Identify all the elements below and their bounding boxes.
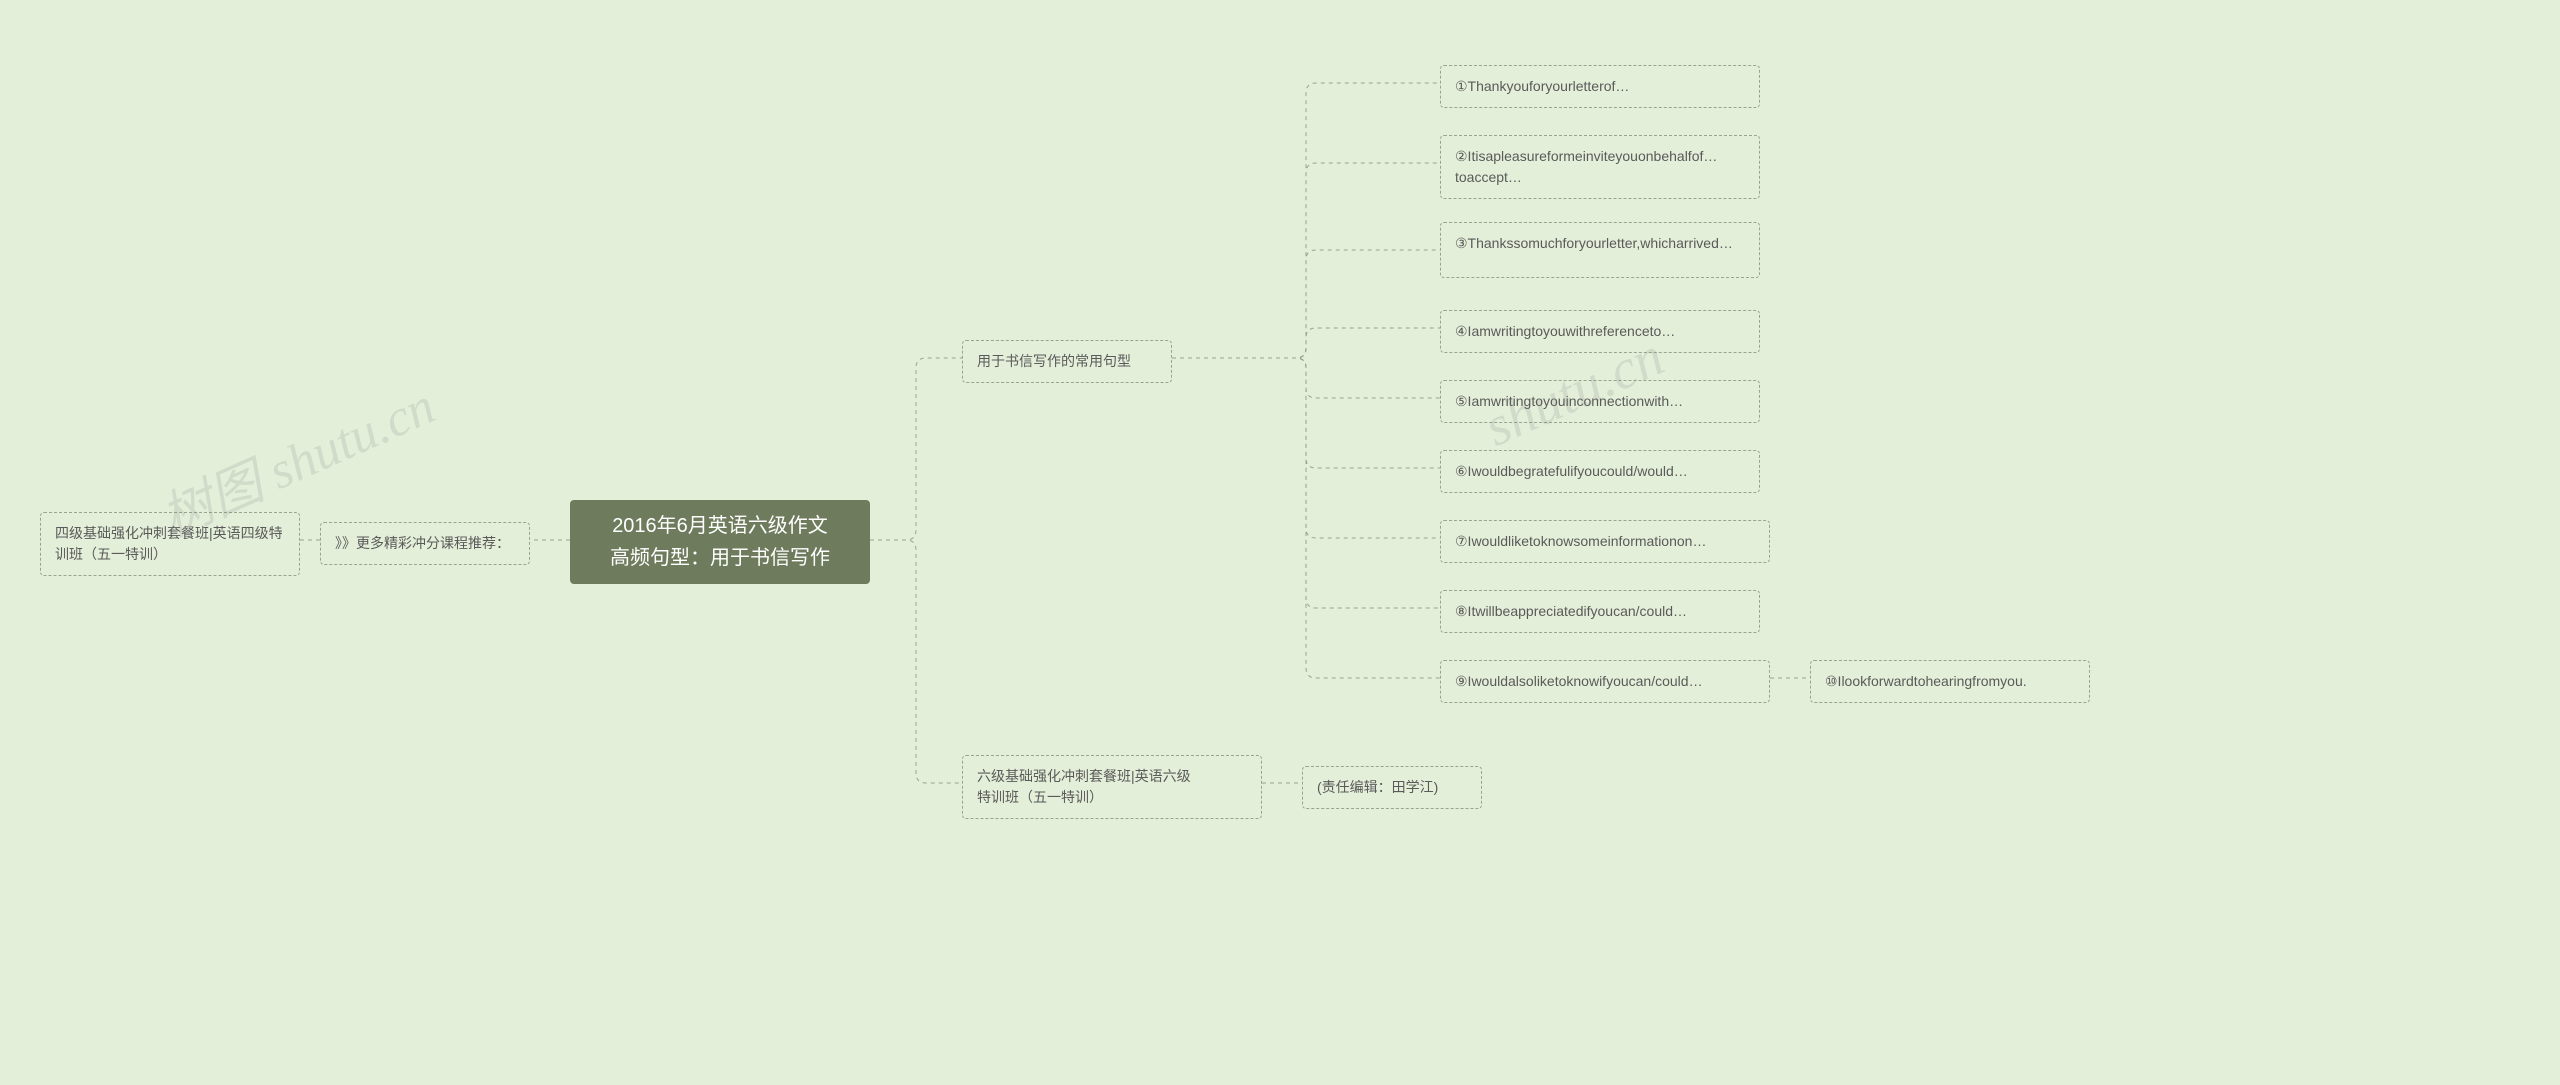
sentence-item-3: ③Thankssomuchforyourletter,whicharrived… xyxy=(1440,222,1760,278)
branch1-label-text: 用于书信写作的常用句型 xyxy=(977,353,1131,369)
sentence-item-7-text: ⑦Iwouldliketoknowsomeinformationon… xyxy=(1455,533,1706,549)
sentence-item-2: ②Itisapleasureformeinviteyouonbehalfof…t… xyxy=(1440,135,1760,199)
sentence-item-4-text: ④Iamwritingtoyouwithreferenceto… xyxy=(1455,323,1675,339)
left-node-course-cet4: 四级基础强化冲刺套餐班|英语四级特训班（五一特训） xyxy=(40,512,300,576)
sentence-item-4: ④Iamwritingtoyouwithreferenceto… xyxy=(1440,310,1760,353)
sentence-item-3-text: ③Thankssomuchforyourletter,whicharrived… xyxy=(1455,235,1733,251)
left-node-course-cet4-label: 四级基础强化冲刺套餐班|英语四级特训班（五一特训） xyxy=(55,525,283,562)
sentence-item-10-text: ⑩Ilookforwardtohearingfromyou. xyxy=(1825,673,2027,689)
sentence-item-6-text: ⑥Iwouldbegratefulifyoucould/would… xyxy=(1455,463,1688,479)
sentence-item-6: ⑥Iwouldbegratefulifyoucould/would… xyxy=(1440,450,1760,493)
sentence-item-5-text: ⑤Iamwritingtoyouinconnectionwith… xyxy=(1455,393,1683,409)
sentence-item-9: ⑨Iwouldalsoliketoknowifyoucan/could… xyxy=(1440,660,1770,703)
sentence-item-9-text: ⑨Iwouldalsoliketoknowifyoucan/could… xyxy=(1455,673,1703,689)
left-node-recommend: 》》更多精彩冲分课程推荐： xyxy=(320,522,530,565)
left-node-recommend-label: 》》更多精彩冲分课程推荐： xyxy=(335,535,510,551)
branch2-label: 六级基础强化冲刺套餐班|英语六级特训班（五一特训） xyxy=(962,755,1262,819)
branch1-label: 用于书信写作的常用句型 xyxy=(962,340,1172,383)
sentence-item-2-text: ②Itisapleasureformeinviteyouonbehalfof…t… xyxy=(1455,148,1717,185)
sentence-item-1-text: ①Thankyouforyourletterof… xyxy=(1455,78,1629,94)
root-node: 2016年6月英语六级作文高频句型：用于书信写作 xyxy=(570,500,870,584)
sentence-item-8-text: ⑧Itwillbeappreciatedifyoucan/could… xyxy=(1455,603,1687,619)
sentence-item-7: ⑦Iwouldliketoknowsomeinformationon… xyxy=(1440,520,1770,563)
sentence-item-1: ①Thankyouforyourletterof… xyxy=(1440,65,1760,108)
sentence-item-10: ⑩Ilookforwardtohearingfromyou. xyxy=(1810,660,2090,703)
sentence-item-8: ⑧Itwillbeappreciatedifyoucan/could… xyxy=(1440,590,1760,633)
branch2-child: (责任编辑：田学江) xyxy=(1302,766,1482,809)
branch2-child-text: (责任编辑：田学江) xyxy=(1317,779,1438,795)
sentence-item-5: ⑤Iamwritingtoyouinconnectionwith… xyxy=(1440,380,1760,423)
